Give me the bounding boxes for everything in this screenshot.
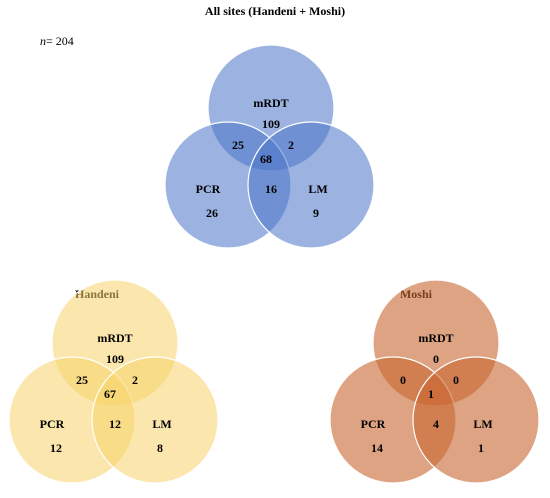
venn-panel: MoshimRDTPCRLM00011441 <box>329 279 540 484</box>
set-label: mRDT <box>418 331 453 345</box>
region-count: 0 <box>453 373 459 387</box>
region-count: 26 <box>206 206 218 220</box>
region-count: 1 <box>428 387 434 401</box>
region-count: 0 <box>433 352 439 366</box>
sample-size: n= 204 <box>40 34 74 48</box>
set-label: PCR <box>361 417 386 431</box>
set-label: LM <box>152 417 171 431</box>
region-count: 4 <box>433 417 439 431</box>
n-value: = 204 <box>46 34 74 48</box>
region-count: 109 <box>262 117 280 131</box>
venn-panel: All sites (Handeni + Moshi) mRDT PCR LM 109 2… <box>164 4 375 249</box>
region-count: 109 <box>106 352 124 366</box>
region-count: 9 <box>313 206 319 220</box>
set-label: PCR <box>196 182 221 196</box>
region-count: 12 <box>50 441 62 455</box>
region-count: 2 <box>132 373 138 387</box>
region-count: 2 <box>288 138 294 152</box>
region-count: 1 <box>478 441 484 455</box>
region-count: 8 <box>157 441 163 455</box>
set-circle <box>91 356 219 484</box>
region-count: 68 <box>260 152 272 166</box>
set-label: LM <box>473 417 492 431</box>
n-symbol: n <box>40 34 46 48</box>
region-count: 12 <box>109 417 121 431</box>
venn-panel: HandenimRDTPCRLM1092526712128 <box>8 279 219 484</box>
region-count: 25 <box>232 138 244 152</box>
set-label: mRDT <box>97 331 132 345</box>
panel-title: All sites (Handeni + Moshi) <box>205 4 345 18</box>
set-label: PCR <box>40 417 65 431</box>
set-label: LM <box>308 182 327 196</box>
region-count: 0 <box>400 373 406 387</box>
set-circle <box>412 356 540 484</box>
region-count: 14 <box>371 441 383 455</box>
set-circle <box>247 121 375 249</box>
region-count: 16 <box>265 182 277 196</box>
set-label: mRDT <box>253 96 288 110</box>
region-count: 67 <box>104 387 116 401</box>
region-count: 25 <box>76 373 88 387</box>
